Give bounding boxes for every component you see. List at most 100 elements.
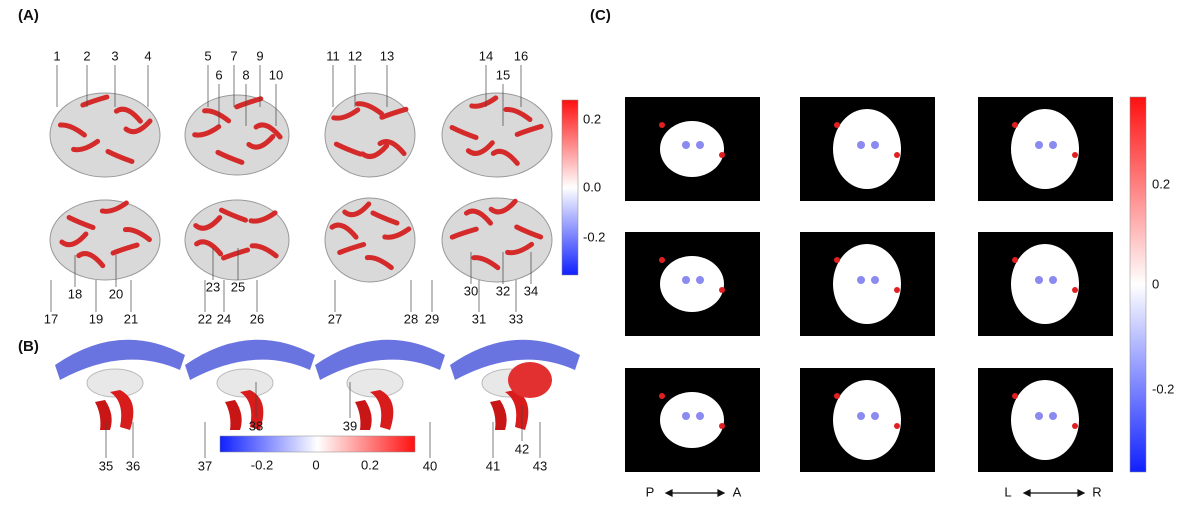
effect-spot (871, 276, 879, 284)
panel-label: (A) (18, 7, 39, 24)
effect-spot (894, 152, 900, 158)
tissue (660, 256, 724, 312)
region-number: 17 (44, 311, 58, 326)
activation-patch (514, 123, 544, 137)
effect-spot (1072, 287, 1078, 293)
colorbar (561, 99, 579, 276)
effect-spot (1072, 152, 1078, 158)
tissue (833, 109, 901, 189)
effect-spot (857, 276, 865, 284)
activation-patch (488, 198, 518, 215)
effect-spot (659, 122, 665, 128)
region-number: 30 (464, 283, 478, 298)
activation-patch (234, 96, 264, 110)
colorbar-tick-label: -0.2 (1152, 381, 1174, 396)
activation-patch (113, 106, 143, 124)
region-number: 40 (423, 458, 437, 473)
effect-spot (1012, 257, 1018, 263)
structure (346, 368, 404, 398)
colorbar-tick-label: -0.2 (583, 229, 605, 244)
activation-patch (465, 140, 495, 156)
activation-patch (249, 243, 279, 259)
effect-spot (1072, 423, 1078, 429)
activation-patch (503, 106, 533, 123)
region-number: 15 (496, 67, 510, 82)
tissue (660, 121, 724, 177)
structure (240, 390, 264, 430)
region-number: 5 (204, 48, 211, 63)
effect-spot (857, 141, 865, 149)
effect-spot (834, 257, 840, 263)
effect-spot (1035, 141, 1043, 149)
effect-spot (1035, 276, 1043, 284)
region-number: 38 (249, 418, 263, 433)
region-number: 39 (343, 418, 357, 433)
activation-patch (469, 95, 499, 109)
region-number: 26 (250, 311, 264, 326)
effect-spot (871, 412, 879, 420)
activation-patch (105, 148, 135, 164)
effect-spot (659, 393, 665, 399)
activation-patch (360, 143, 390, 159)
tissue (833, 244, 901, 324)
structure (355, 400, 372, 430)
effect-spot (1049, 276, 1057, 284)
activation-patch (370, 210, 400, 226)
activation-patch (248, 210, 278, 224)
effect-spot (659, 257, 665, 263)
activation-patch (71, 138, 101, 153)
colorbar (219, 435, 416, 453)
colorbar-tick-label: 0.2 (583, 111, 601, 126)
region-number: 23 (206, 279, 220, 294)
region-number: 33 (509, 311, 523, 326)
region-number: 1 (53, 48, 60, 63)
region-number: 43 (533, 458, 547, 473)
region-number: 12 (348, 48, 362, 63)
effect-spot (1035, 412, 1043, 420)
colorbar-tick-label: -0.2 (251, 457, 273, 472)
colorbar-tick-label: 0.0 (583, 179, 601, 194)
activation-patch (253, 122, 283, 140)
activation-patch (342, 201, 372, 218)
activation-patch (59, 231, 89, 248)
brain (49, 92, 161, 178)
activation-patch (490, 148, 520, 166)
panel-label: (C) (590, 7, 611, 24)
activation-patch (123, 118, 153, 135)
activation-patch (193, 215, 223, 231)
activation-patch (246, 133, 276, 150)
effect-spot (719, 423, 725, 429)
effect-spot (894, 287, 900, 293)
region-number: 27 (328, 311, 342, 326)
structure (225, 400, 242, 430)
region-number: 10 (269, 67, 283, 82)
activation-patch (377, 139, 407, 157)
region-number: 24 (217, 311, 231, 326)
activation-patch (463, 208, 493, 226)
activation-patch (514, 224, 544, 240)
tissue (1011, 380, 1079, 460)
effect-spot (719, 152, 725, 158)
region-number: 20 (109, 286, 123, 301)
region-number: 4 (144, 48, 151, 63)
structure (505, 390, 529, 430)
direction-label: R (1092, 484, 1101, 499)
region-number: 25 (231, 279, 245, 294)
region-number: 34 (524, 283, 538, 298)
region-number: 41 (486, 458, 500, 473)
region-number: 9 (256, 48, 263, 63)
region-number: 8 (242, 67, 249, 82)
effect-spot (682, 412, 690, 420)
effect-spot (834, 122, 840, 128)
activation-patch (80, 94, 110, 108)
region-number: 6 (215, 67, 222, 82)
region-number: 35 (99, 458, 113, 473)
region-number: 21 (124, 311, 138, 326)
region-number: 28 (404, 311, 418, 326)
region-number: 11 (326, 48, 340, 63)
activation-patch (355, 101, 385, 117)
activation-patch (471, 255, 501, 271)
region-number: 42 (515, 441, 529, 456)
effect-spot (682, 276, 690, 284)
